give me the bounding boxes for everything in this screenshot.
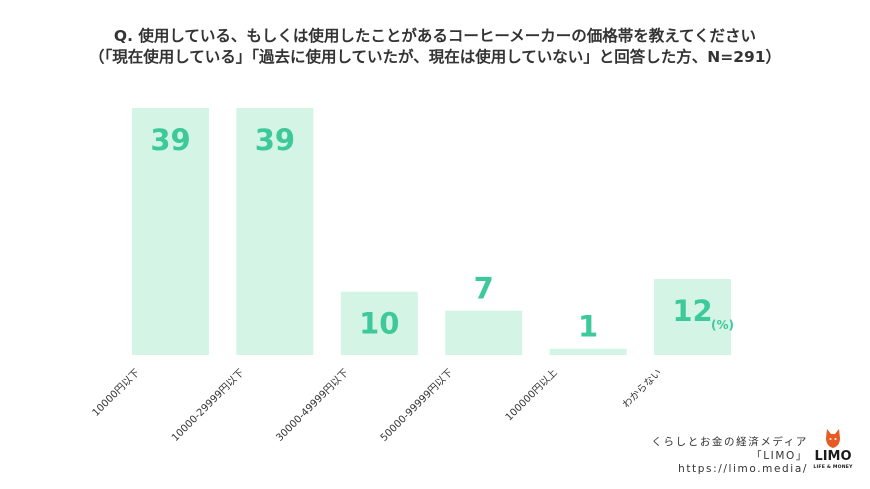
fox-logo-icon — [826, 429, 840, 448]
credit-url: https://limo.media/ — [678, 463, 808, 475]
bar — [445, 310, 523, 355]
category-label: 10000-29999円以下 — [170, 367, 247, 444]
logo-word: LIMO — [814, 449, 852, 464]
limo-logo: LIMO LIFE & MONEY — [812, 427, 854, 477]
bar — [236, 108, 314, 355]
category-label: 10000円以下 — [91, 367, 142, 418]
bar-value-label: 7 — [474, 272, 494, 306]
bar — [549, 348, 627, 355]
bar — [654, 279, 731, 355]
bar-value-label: 39 — [150, 123, 190, 157]
bar — [340, 291, 418, 355]
credit-line-1: くらしとお金の経済メディア — [651, 436, 808, 448]
category-label: 100000円以上 — [503, 367, 560, 424]
title-line-2: （「現在使用している」「過去に使用していたが、現在は使用していない」と回答した方… — [88, 48, 782, 66]
title-line-1: Q. 使用している、もしくは使用したことがあるコーヒーメーカーの価格帯を教えてく… — [113, 27, 757, 45]
chart-title: Q. 使用している、もしくは使用したことがあるコーヒーメーカーの価格帯を教えてく… — [0, 26, 870, 68]
bar-value-label: 1 — [578, 310, 598, 344]
category-label: 50000-99999円以下 — [379, 367, 456, 444]
logo-subtitle: LIFE & MONEY — [813, 465, 853, 470]
bar-value-label: 39 — [255, 123, 295, 157]
category-label: わからない — [620, 367, 664, 411]
bar — [132, 108, 209, 355]
unit-label: (%) — [711, 318, 734, 332]
credit-line-2: 「LIMO」 — [751, 449, 808, 462]
credit-block: くらしとお金の経済メディア 「LIMO」 https://limo.media/ — [651, 436, 808, 477]
bar-value-label: 10 — [359, 307, 399, 341]
bar-value-label: 12 — [672, 294, 712, 328]
category-label: 30000-49999円以下 — [274, 367, 351, 444]
